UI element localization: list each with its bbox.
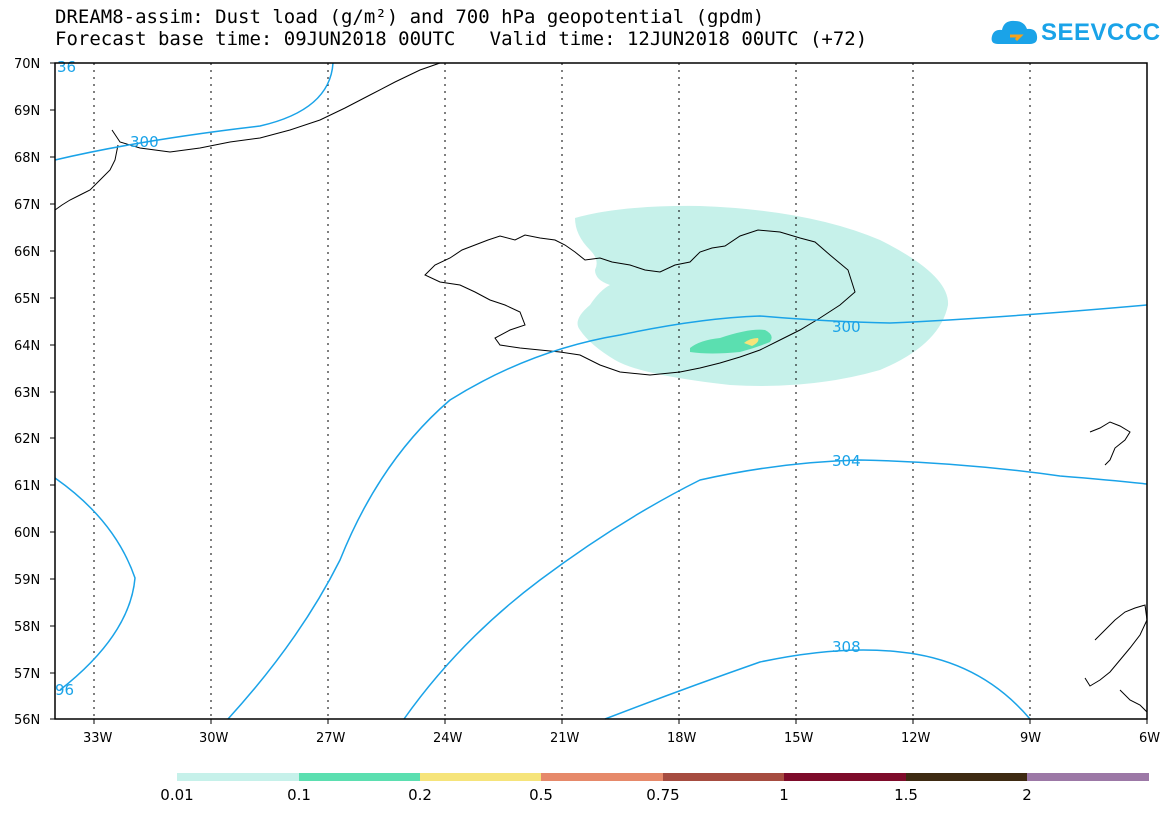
lat-label: 65N [14,292,40,307]
lon-label: 21W [550,731,580,746]
contour-label-296: 96 [55,681,74,699]
lat-label: 59N [14,573,40,588]
lat-label: 63N [14,386,40,401]
colorbar-label: 2 [1022,786,1032,804]
forecast-times: Forecast base time: 09JUN2018 00UTC Vali… [55,28,868,50]
lon-label: 6W [1139,731,1160,746]
colorbar-label: 0.1 [287,786,311,804]
lon-label: 30W [199,731,229,746]
contour-label-308: 308 [832,638,861,656]
lat-label: 62N [14,432,40,447]
lat-label: 56N [14,713,40,728]
map-title: DREAM8-assim: Dust load (g/m²) and 700 h… [55,6,765,28]
colorbar-swatch [784,773,906,781]
lat-label: 68N [14,151,40,166]
lat-label: 69N [14,104,40,119]
colorbar-label: 1.5 [894,786,918,804]
latitude-labels: 70N 69N 68N 67N 66N 65N 64N 63N 62N 61N … [14,57,40,728]
contour-label-300-east: 300 [832,318,861,336]
colorbar-label: 0.5 [529,786,553,804]
colorbar-swatch [177,773,299,781]
lat-label: 64N [14,339,40,354]
lon-label: 15W [784,731,814,746]
grid [93,63,1031,719]
logo-text: SEEVCCC [1041,19,1161,46]
contour-label-304: 304 [832,452,861,470]
colorbar-label: 0.75 [646,786,680,804]
colorbar-label: 0.2 [408,786,432,804]
geopotential-contours [54,62,1148,720]
contour-label-300-north: 300 [130,133,159,151]
lat-label: 60N [14,526,40,541]
colorbar-label: 1 [779,786,789,804]
lat-label: 61N [14,479,40,494]
dust-area-high [744,338,759,346]
colorbar-swatch [541,773,663,781]
lon-label: 9W [1020,731,1041,746]
longitude-labels: 33W 30W 27W 24W 21W 18W 15W 12W 9W 6W [83,731,1160,746]
lat-label: 67N [14,198,40,213]
coastline [54,62,1148,713]
dust-area-low [575,205,949,386]
colorbar-swatch [299,773,420,781]
colorbar-swatch [1027,773,1149,781]
colorbar-swatch [420,773,541,781]
cloud-icon [991,20,1038,44]
colorbar-swatch [663,773,784,781]
lat-label: 58N [14,620,40,635]
lon-label: 12W [901,731,931,746]
dust-area-mid [690,329,772,354]
lat-label: 70N [14,57,40,72]
lon-label: 33W [83,731,113,746]
colorbar-label: 0.01 [160,786,194,804]
lat-label: 57N [14,667,40,682]
colorbar-swatch [906,773,1027,781]
lon-label: 27W [316,731,346,746]
lat-label: 66N [14,245,40,260]
contour-label-296-top: 36 [57,58,76,76]
colorbar [177,773,1149,781]
lon-label: 18W [667,731,697,746]
lon-label: 24W [433,731,463,746]
